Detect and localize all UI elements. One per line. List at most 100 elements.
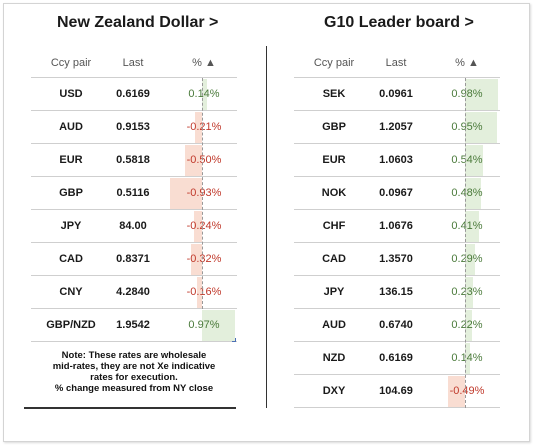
pair-cell: GBP bbox=[59, 187, 83, 199]
pair-cell: CHF bbox=[322, 220, 346, 232]
rates-widget: New Zealand Dollar > Ccy pair Last % ▲ U… bbox=[3, 3, 530, 442]
header-pct-sort[interactable]: % ▲ bbox=[192, 57, 216, 69]
change-bar bbox=[194, 211, 202, 242]
g10-title-link[interactable]: G10 Leader board > bbox=[324, 14, 474, 31]
last-cell: 0.0967 bbox=[379, 187, 413, 199]
table-row[interactable]: SEK 0.0961 0.98% bbox=[294, 78, 500, 111]
last-cell: 136.15 bbox=[379, 286, 413, 298]
pct-change-cell: 0.14% bbox=[451, 352, 483, 364]
last-cell: 1.2057 bbox=[379, 121, 413, 133]
last-cell: 0.9153 bbox=[116, 121, 150, 133]
last-cell: 1.9542 bbox=[116, 319, 150, 331]
rates-disclaimer-note: Note: These rates are wholesale mid-rate… bbox=[52, 350, 216, 394]
pct-change-cell: 0.29% bbox=[451, 253, 483, 265]
last-cell: 0.6169 bbox=[379, 352, 413, 364]
pct-change-cell: -0.93% bbox=[186, 187, 222, 199]
table-row[interactable]: USD 0.6169 0.14% bbox=[31, 78, 237, 111]
pair-cell: JPY bbox=[60, 220, 82, 232]
change-bar bbox=[448, 376, 465, 407]
pair-cell: NOK bbox=[321, 187, 347, 199]
header-last: Last bbox=[122, 57, 144, 69]
pct-change-cell: -0.50% bbox=[186, 154, 222, 166]
pct-change-cell: 0.23% bbox=[451, 286, 483, 298]
change-bar bbox=[465, 343, 470, 374]
last-cell: 1.3570 bbox=[379, 253, 413, 265]
table-row[interactable]: NZD 0.6169 0.14% bbox=[294, 342, 500, 375]
change-bar bbox=[465, 112, 497, 143]
table-row[interactable]: JPY 136.15 0.23% bbox=[294, 276, 500, 309]
last-cell: 104.69 bbox=[379, 385, 413, 397]
change-bar bbox=[465, 145, 483, 176]
g10-table-header: Ccy pair Last % ▲ bbox=[294, 48, 500, 78]
table-row[interactable]: GBP 1.2057 0.95% bbox=[294, 111, 500, 144]
table-row[interactable]: CAD 1.3570 0.29% bbox=[294, 243, 500, 276]
last-cell: 0.6740 bbox=[379, 319, 413, 331]
last-cell: 0.5818 bbox=[116, 154, 150, 166]
pct-change-cell: 0.48% bbox=[451, 187, 483, 199]
pct-change-cell: 0.97% bbox=[188, 319, 220, 331]
pct-change-cell: 0.22% bbox=[451, 319, 483, 331]
change-bar bbox=[202, 79, 207, 110]
pair-cell: GBP/NZD bbox=[46, 319, 96, 331]
table-row[interactable]: CNY 4.2840 -0.16% bbox=[31, 276, 237, 309]
panel-divider bbox=[266, 46, 267, 408]
table-row[interactable]: AUD 0.6740 0.22% bbox=[294, 309, 500, 342]
table-row[interactable]: CHF 1.0676 0.41% bbox=[294, 210, 500, 243]
pct-change-cell: 0.98% bbox=[451, 88, 483, 100]
last-cell: 84.00 bbox=[119, 220, 147, 232]
table-row[interactable]: AUD 0.9153 -0.21% bbox=[31, 111, 237, 144]
header-pct-sort[interactable]: % ▲ bbox=[455, 57, 479, 69]
last-cell: 0.6169 bbox=[116, 88, 150, 100]
table-row[interactable]: DXY 104.69 -0.49% bbox=[294, 375, 500, 408]
change-bar bbox=[185, 145, 202, 176]
header-ccy-pair: Ccy pair bbox=[313, 57, 355, 69]
change-bar bbox=[170, 178, 202, 209]
pair-cell: CAD bbox=[59, 253, 83, 265]
last-cell: 4.2840 bbox=[116, 286, 150, 298]
pct-change-cell: -0.21% bbox=[186, 121, 222, 133]
pct-change-cell: -0.24% bbox=[186, 220, 222, 232]
last-cell: 0.5116 bbox=[116, 187, 150, 199]
pair-cell: AUD bbox=[322, 319, 346, 331]
pair-cell: NZD bbox=[322, 352, 346, 364]
change-bar bbox=[191, 244, 202, 275]
pair-cell: EUR bbox=[59, 154, 83, 166]
pair-cell: USD bbox=[59, 88, 83, 100]
note-underline bbox=[24, 407, 236, 409]
table-row[interactable]: GBP 0.5116 -0.93% bbox=[31, 177, 237, 210]
pair-cell: GBP bbox=[322, 121, 346, 133]
header-last: Last bbox=[385, 57, 407, 69]
last-cell: 1.0676 bbox=[379, 220, 413, 232]
nzd-table-header: Ccy pair Last % ▲ bbox=[31, 48, 237, 78]
last-cell: 0.8371 bbox=[116, 253, 150, 265]
nzd-title-link[interactable]: New Zealand Dollar > bbox=[57, 14, 219, 31]
pct-change-cell: 0.14% bbox=[188, 88, 220, 100]
table-row[interactable]: EUR 1.0603 0.54% bbox=[294, 144, 500, 177]
table-row[interactable]: CAD 0.8371 -0.32% bbox=[31, 243, 237, 276]
change-bar bbox=[197, 277, 202, 308]
change-bar bbox=[465, 244, 475, 275]
table-row[interactable]: GBP/NZD 1.9542 0.97% bbox=[31, 309, 237, 342]
table-row[interactable]: NOK 0.0967 0.48% bbox=[294, 177, 500, 210]
change-bar bbox=[465, 79, 498, 110]
nzd-table-body: USD 0.6169 0.14% AUD 0.9153 -0.21% EUR 0.5818 -0… bbox=[31, 78, 237, 342]
pair-cell: EUR bbox=[322, 154, 346, 166]
pct-change-cell: 0.41% bbox=[451, 220, 483, 232]
change-bar bbox=[195, 112, 202, 143]
change-bar bbox=[465, 211, 479, 242]
pct-change-cell: 0.95% bbox=[451, 121, 483, 133]
last-cell: 0.0961 bbox=[379, 88, 413, 100]
g10-table-body: SEK 0.0961 0.98% GBP 1.2057 0.95% EUR 1.0603 0.5… bbox=[294, 78, 500, 408]
zero-axis-line bbox=[202, 78, 203, 309]
table-row[interactable]: JPY 84.00 -0.24% bbox=[31, 210, 237, 243]
pair-cell: AUD bbox=[59, 121, 83, 133]
pct-change-cell: -0.16% bbox=[186, 286, 222, 298]
pct-change-cell: 0.54% bbox=[451, 154, 483, 166]
change-bar bbox=[465, 178, 481, 209]
header-ccy-pair: Ccy pair bbox=[50, 57, 92, 69]
zero-axis-line bbox=[465, 78, 466, 408]
pair-cell: CNY bbox=[59, 286, 83, 298]
table-row[interactable]: EUR 0.5818 -0.50% bbox=[31, 144, 237, 177]
pair-cell: DXY bbox=[322, 385, 346, 397]
pct-change-cell: -0.49% bbox=[449, 385, 485, 397]
